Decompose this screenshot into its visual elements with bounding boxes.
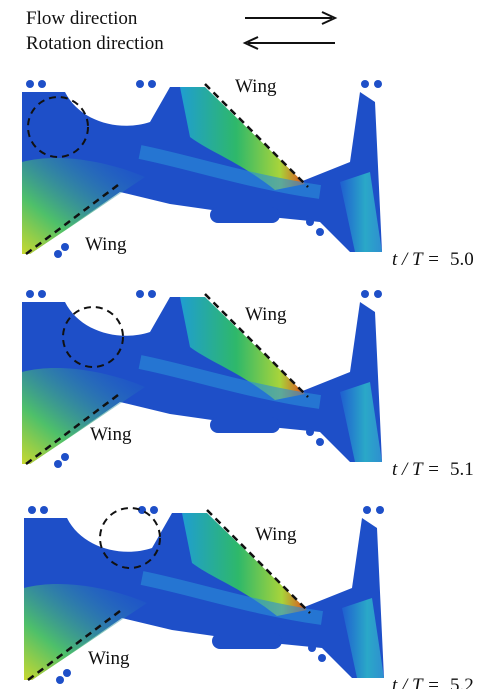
time-prefix: t / T = — [392, 675, 440, 689]
time-value: 5.0 — [450, 249, 474, 270]
time-value: 5.2 — [450, 675, 474, 689]
wing-label: Wing — [235, 76, 277, 97]
time-prefix: t / T = — [392, 459, 440, 480]
wing-label: Wing — [90, 424, 132, 445]
legend-rotation: Rotation direction — [26, 33, 164, 54]
wing-label: Wing — [255, 524, 297, 545]
flow-field — [22, 80, 382, 258]
wing-label: Wing — [245, 304, 287, 325]
legend: Flow direction Rotation direction — [26, 8, 335, 54]
legend-flow: Flow direction — [26, 8, 138, 29]
figure: Flow direction Rotation direction WingWi… — [0, 0, 480, 689]
panel: Wing Wing t / T = 5.0 — [22, 76, 474, 270]
panel: Wing Wing t / T = 5.2 — [24, 506, 474, 689]
time-prefix: t / T = — [392, 249, 440, 270]
flow-field — [24, 506, 384, 684]
wing-label: Wing — [88, 648, 130, 669]
time-value: 5.1 — [450, 459, 474, 480]
panel: Wing Wing t / T = 5.1 — [22, 290, 474, 480]
flow-field — [22, 290, 382, 468]
wing-label: Wing — [85, 234, 127, 255]
